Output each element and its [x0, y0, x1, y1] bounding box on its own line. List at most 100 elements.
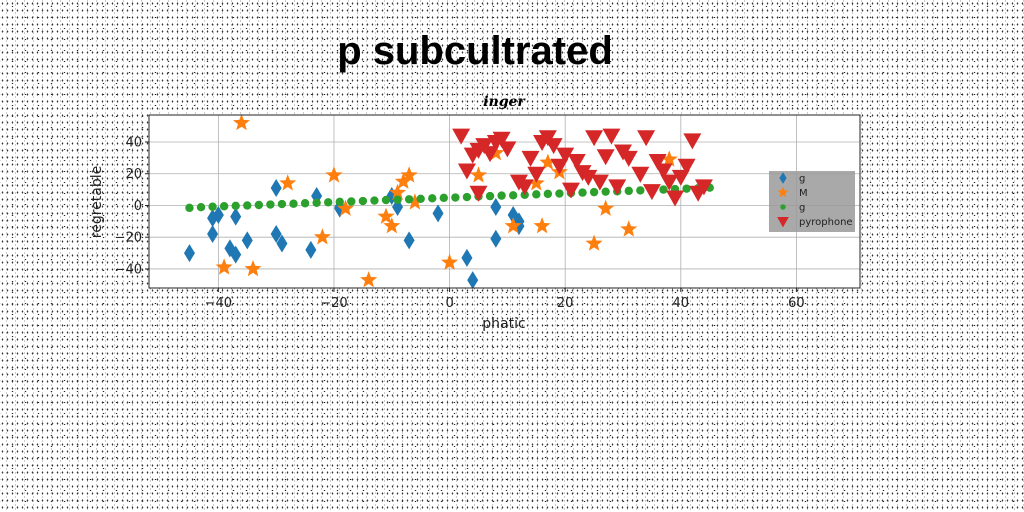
series-3-point: [608, 179, 627, 196]
series-3-point: [556, 147, 575, 164]
series-1-point: [337, 199, 355, 216]
series-1-point: [215, 258, 233, 275]
series-2-point: [266, 200, 275, 209]
series-2-point: [243, 201, 252, 210]
series-1-point: [360, 271, 378, 288]
series-3-point: [457, 163, 476, 180]
series-3-point: [579, 169, 598, 186]
series-3-point: [498, 141, 517, 158]
series-0-point: [467, 271, 479, 290]
series-3-point: [683, 133, 702, 150]
data-marks: [183, 113, 714, 290]
axis-ticks: −40 −20 0 20 40 60 −40 −20 0 20 40: [115, 135, 805, 311]
series-3-point: [631, 166, 650, 183]
series-2-point: [682, 184, 691, 193]
y-tick-label: −40: [115, 262, 142, 277]
series-3-point: [660, 174, 679, 191]
series-1-point: [377, 207, 395, 224]
series-0-point: [461, 248, 473, 267]
series-1-point: [620, 220, 638, 237]
series-3-point: [550, 158, 569, 175]
series-2-point: [289, 199, 298, 208]
series-1-point: [504, 217, 522, 234]
y-tick-label: 0: [134, 199, 142, 214]
series-3-point: [590, 174, 609, 191]
series-2-point: [532, 190, 541, 199]
series-3-point: [648, 154, 667, 171]
series-2-point: [462, 192, 472, 202]
series-3-point: [481, 146, 500, 163]
series-2-point: [370, 196, 379, 205]
series-0-point: [241, 231, 253, 250]
series-0-point: [403, 231, 415, 250]
series-2-point: [381, 195, 391, 205]
series-2-point: [451, 193, 460, 202]
series-3-point: [492, 131, 511, 148]
series-2-point: [185, 203, 194, 213]
series-2-point: [555, 189, 564, 198]
series-2-point: [404, 195, 414, 204]
x-tick-label: 40: [673, 296, 690, 311]
series-2-point: [428, 194, 437, 203]
series-0-point: [276, 234, 288, 253]
x-tick-label: 60: [788, 296, 805, 311]
series-3-point: [677, 158, 696, 175]
series-2-point: [578, 188, 587, 197]
series-3-point: [452, 128, 471, 145]
series-1-point: [389, 183, 407, 201]
series-2-point: [485, 191, 495, 201]
y-tick-label: −20: [115, 231, 142, 246]
series-1-point: [585, 234, 603, 251]
series-2-point: [277, 199, 287, 209]
series-3-point: [602, 128, 621, 145]
legend-marker: [779, 172, 787, 184]
series-2-point: [231, 201, 240, 210]
series-3-point: [596, 149, 615, 166]
series-2-point: [393, 195, 402, 204]
series-1-point: [660, 150, 678, 167]
plot-frame: [148, 114, 861, 289]
series-1-point: [487, 144, 505, 161]
x-tick-label: 0: [445, 296, 453, 311]
series-0-point: [230, 207, 242, 226]
series-3-point: [561, 182, 580, 199]
series-0-point: [183, 244, 195, 263]
series-1-point: [383, 217, 401, 234]
series-3-point: [567, 154, 586, 171]
series-3-point: [637, 130, 656, 147]
x-axis-label: phatic: [482, 316, 525, 332]
series-1-point: [441, 253, 459, 270]
series-2-point: [624, 186, 633, 196]
series-1-point: [400, 166, 418, 183]
series-1-point: [313, 228, 331, 245]
chart-title: inger: [483, 94, 526, 110]
legend-marker: [777, 216, 789, 228]
chart-suptitle: p subcultrated: [337, 29, 613, 73]
series-3-point: [585, 130, 604, 147]
series-0-point: [270, 179, 282, 198]
series-0-point: [230, 245, 242, 264]
series-2-point: [508, 191, 518, 200]
series-3-point: [666, 190, 685, 207]
series-2-point: [335, 197, 344, 207]
legend-label: g: [799, 174, 805, 185]
y-tick-label: 20: [125, 167, 142, 182]
series-3-point: [619, 150, 638, 167]
series-2-point: [497, 191, 506, 200]
x-tick-label: −20: [320, 296, 347, 311]
series-2-point: [358, 196, 368, 206]
series-2-point: [347, 197, 356, 206]
series-3-point: [642, 184, 661, 201]
series-0-point: [490, 198, 502, 217]
y-axis-label: regretable: [89, 166, 105, 238]
series-2-point: [312, 198, 321, 207]
series-2-point: [601, 187, 610, 196]
series-1-point: [533, 217, 551, 234]
series-3-point: [469, 185, 488, 202]
series-2-point: [659, 185, 668, 194]
x-tick-label: 20: [557, 296, 574, 311]
x-tick-label: −40: [205, 296, 232, 311]
series-0-point: [212, 205, 224, 224]
series-2-point: [323, 198, 333, 207]
